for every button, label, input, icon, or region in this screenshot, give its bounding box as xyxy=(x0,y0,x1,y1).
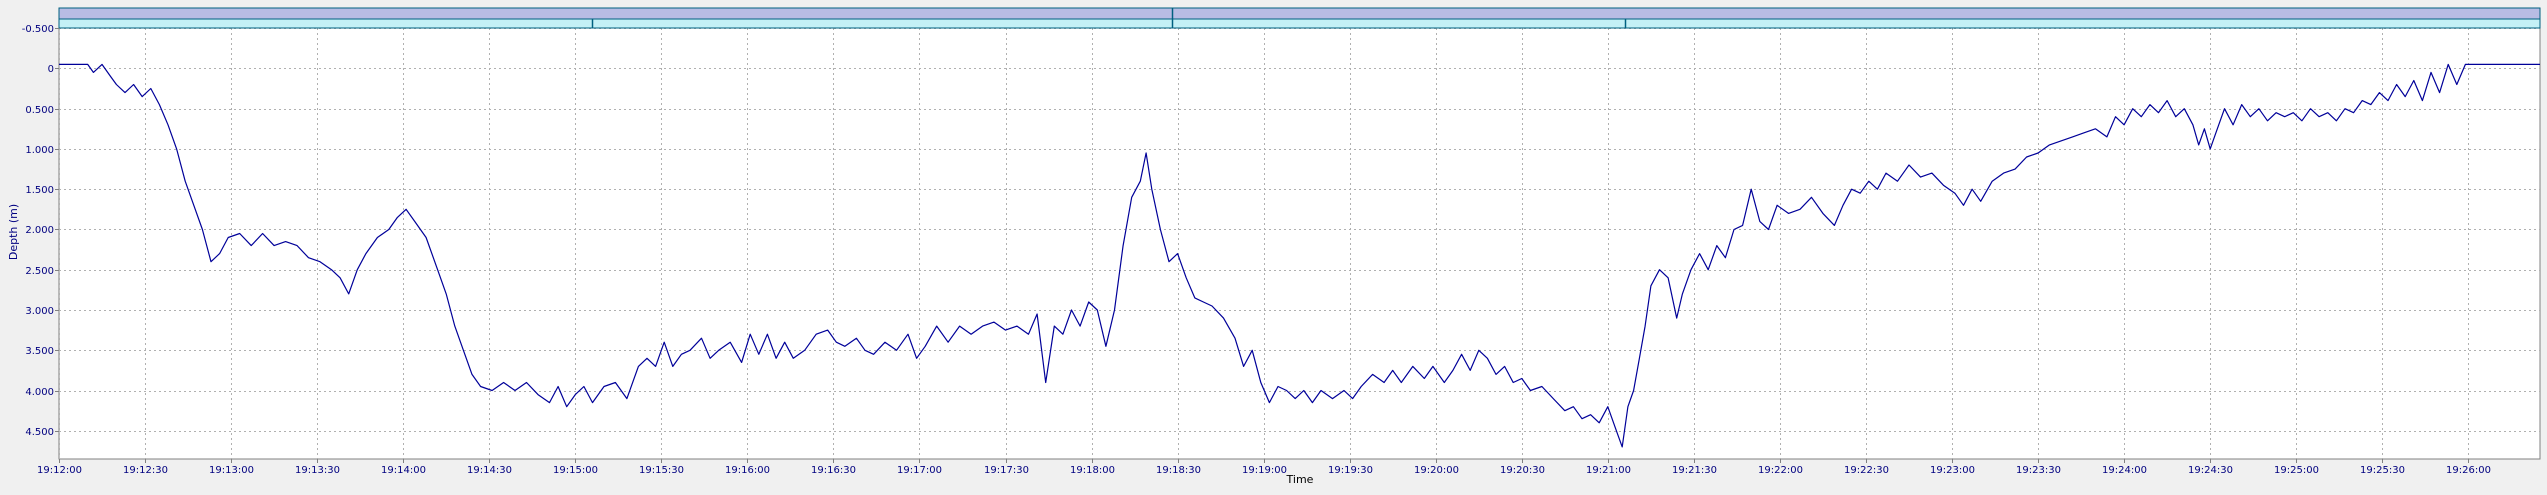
y-tick-label: 0.500 xyxy=(25,105,54,116)
x-tick-label: 19:15:00 xyxy=(553,465,598,476)
x-tick-label: 19:18:30 xyxy=(1156,465,1201,476)
series-line-depth xyxy=(59,63,2540,448)
x-tick-label: 19:19:30 xyxy=(1328,465,1373,476)
y-axis-title: Depth (m) xyxy=(7,204,20,260)
x-tick-label: 19:13:30 xyxy=(295,465,340,476)
x-axis-ticks: 19:12:00 19:12:30 19:13:00 19:13:30 19:14:00… xyxy=(37,459,2491,476)
x-tick-label: 19:23:30 xyxy=(2016,465,2061,476)
y-axis-ticks: -0.500 0 0.500 1.000 1.500 2.000 2.500 3.000 3.5… xyxy=(22,24,59,438)
x-tick-label: 19:24:00 xyxy=(2102,465,2147,476)
series-layer xyxy=(59,63,2540,448)
y-tick-label: 4.500 xyxy=(25,427,54,438)
plot-area xyxy=(58,7,2541,460)
event-band-bottom xyxy=(58,18,2541,29)
x-tick-label: 19:15:30 xyxy=(639,465,684,476)
y-tick-label: 3.000 xyxy=(25,306,54,317)
x-tick-label: 19:20:00 xyxy=(1414,465,1459,476)
x-tick-label: 19:21:00 xyxy=(1586,465,1631,476)
x-tick-label: 19:18:00 xyxy=(1070,465,1115,476)
x-tick-label: 19:13:00 xyxy=(209,465,254,476)
y-tick-label: 2.000 xyxy=(25,225,54,236)
x-tick-label: 19:14:00 xyxy=(381,465,426,476)
x-tick-label: 19:21:30 xyxy=(1672,465,1717,476)
y-tick-label: 1.000 xyxy=(25,145,54,156)
x-tick-label: 19:22:00 xyxy=(1758,465,1803,476)
x-tick-label: 19:19:00 xyxy=(1242,465,1287,476)
y-tick-label: 0 xyxy=(48,64,54,75)
x-tick-label: 19:14:30 xyxy=(467,465,512,476)
y-tick-label: -0.500 xyxy=(22,24,54,35)
y-tick-label: 2.500 xyxy=(25,266,54,277)
y-tick-label: 1.500 xyxy=(25,185,54,196)
y-tick-label: 4.000 xyxy=(25,387,54,398)
grid-lines xyxy=(59,8,2540,459)
y-tick-label: 3.500 xyxy=(25,346,54,357)
x-tick-label: 19:17:00 xyxy=(897,465,942,476)
x-tick-label: 19:25:00 xyxy=(2274,465,2319,476)
x-tick-label: 19:12:00 xyxy=(37,465,82,476)
x-tick-label: 19:16:30 xyxy=(811,465,856,476)
x-tick-label: 19:24:30 xyxy=(2188,465,2233,476)
event-band xyxy=(58,7,2541,29)
x-tick-label: 19:16:00 xyxy=(725,465,770,476)
x-tick-label: 19:20:30 xyxy=(1500,465,1545,476)
x-tick-label: 19:26:00 xyxy=(2446,465,2491,476)
event-band-top xyxy=(58,7,2541,20)
x-tick-label: 19:12:30 xyxy=(123,465,168,476)
x-tick-label: 19:22:30 xyxy=(1844,465,1889,476)
x-tick-label: 19:25:30 xyxy=(2360,465,2405,476)
x-tick-label: 19:23:00 xyxy=(1930,465,1975,476)
x-axis-title: Time xyxy=(1286,473,1314,486)
x-tick-label: 19:17:30 xyxy=(984,465,1029,476)
